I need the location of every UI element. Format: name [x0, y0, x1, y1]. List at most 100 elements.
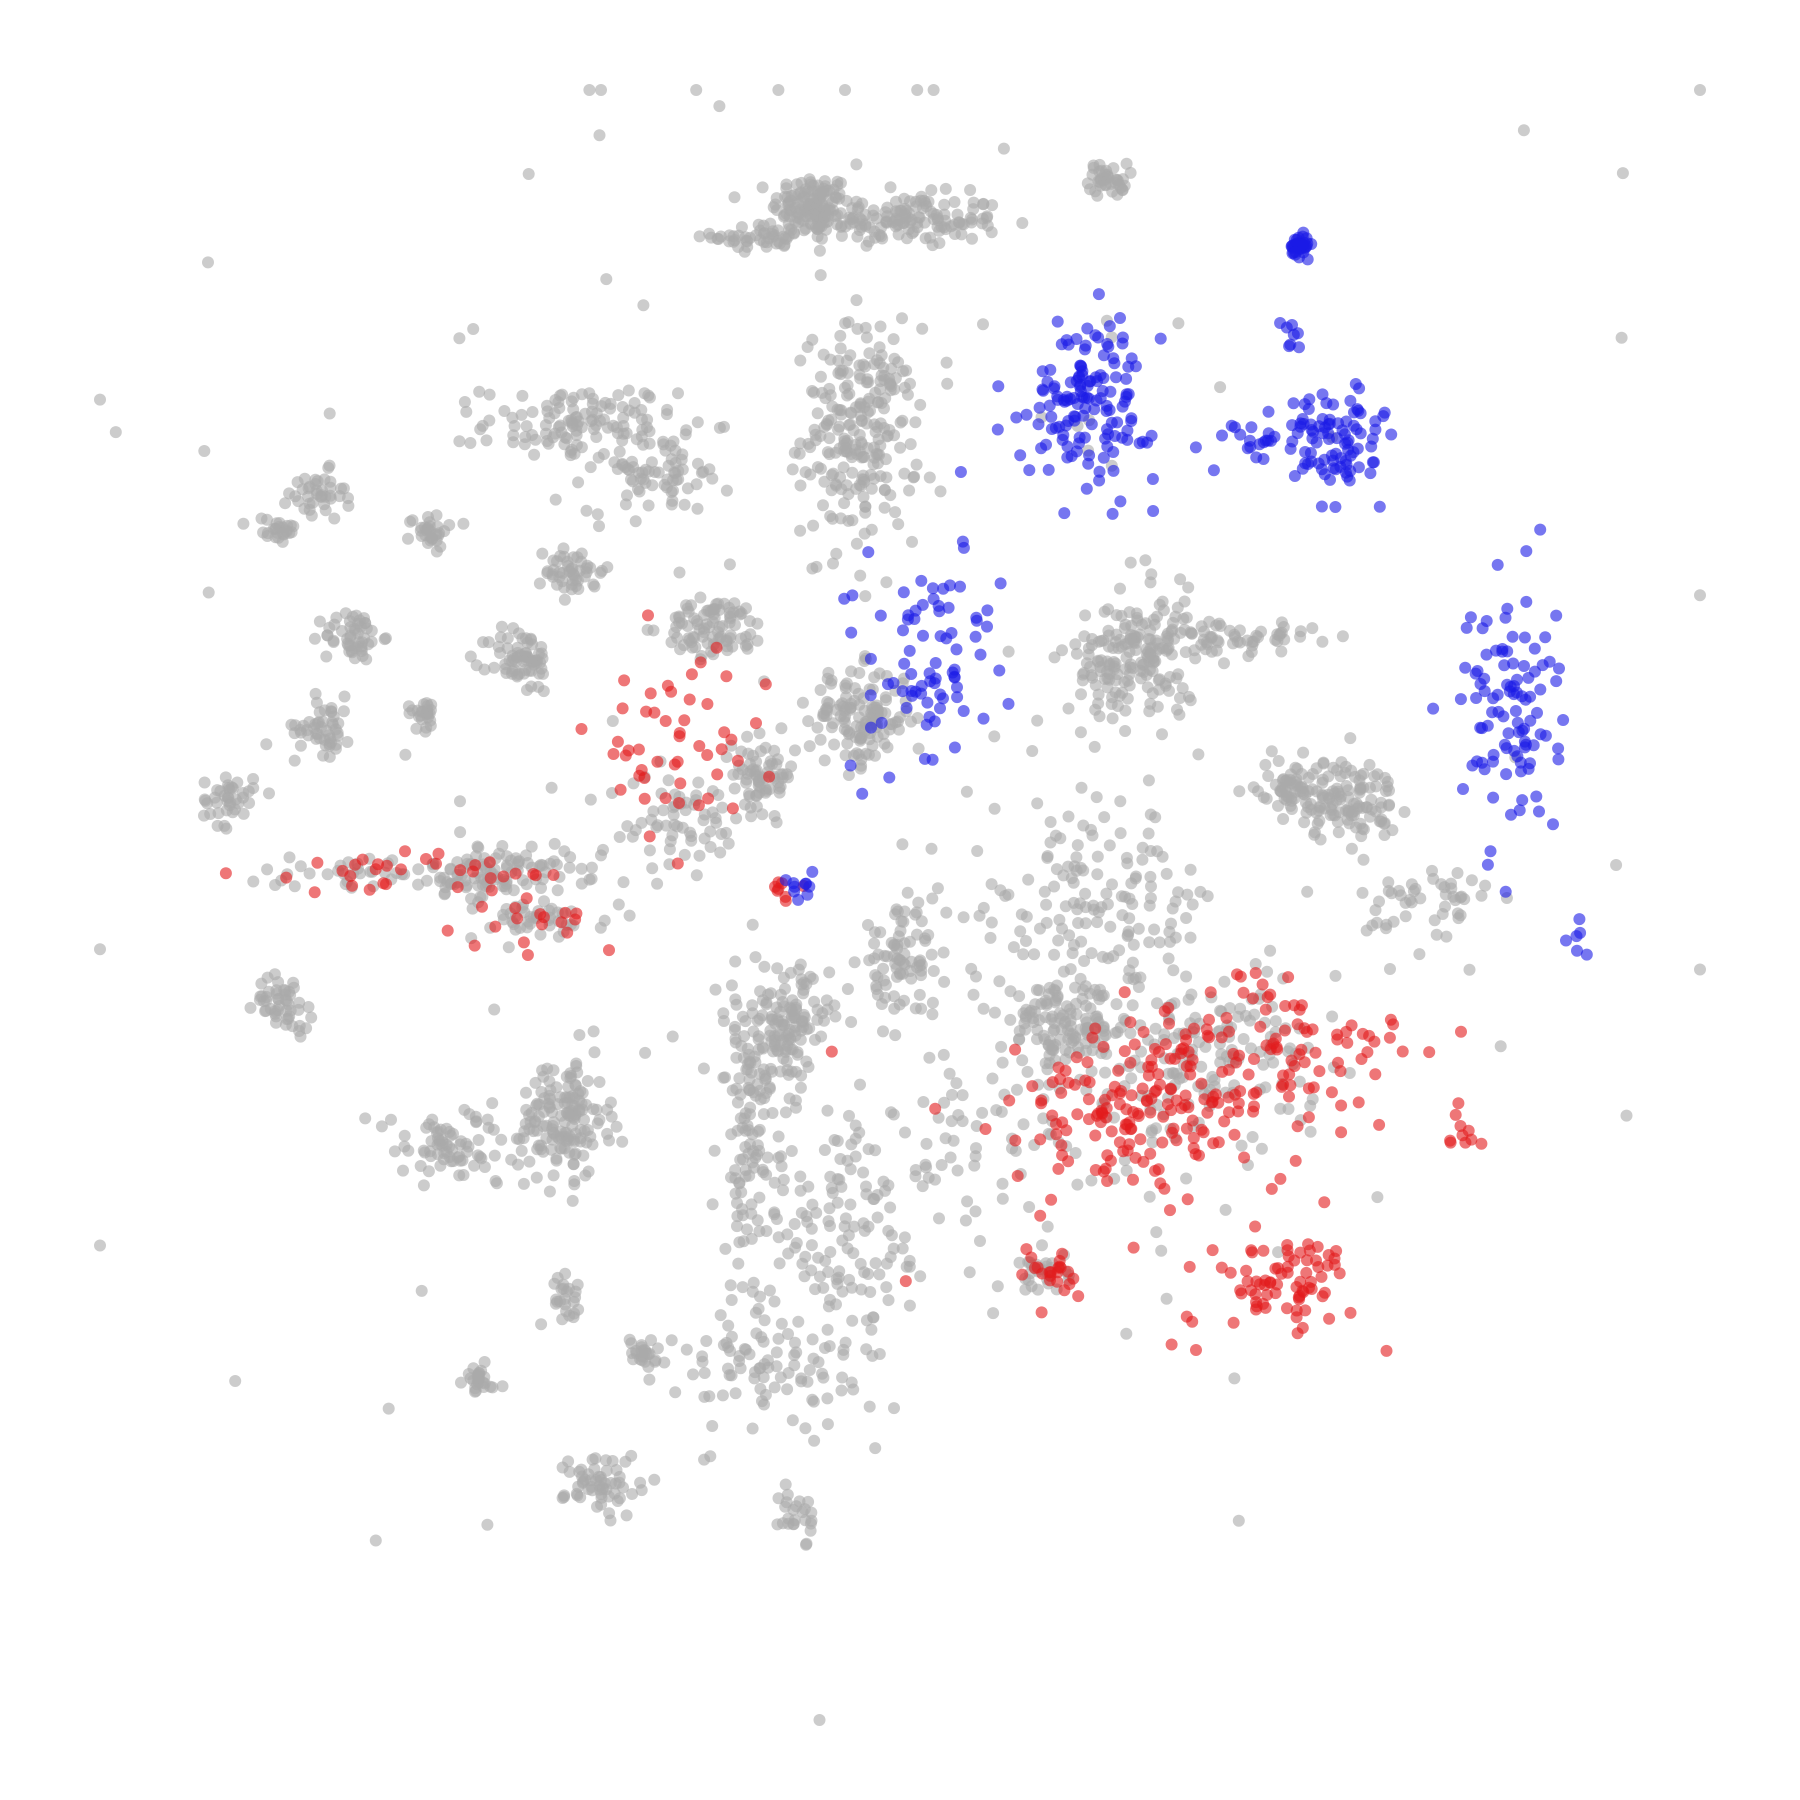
data-point-gray [888, 990, 900, 1003]
data-point-gray [745, 1232, 758, 1245]
data-point-gray [804, 176, 817, 189]
data-point-gray [811, 407, 824, 420]
data-point-gray [896, 838, 909, 851]
data-point-gray [1091, 916, 1104, 929]
data-point-red [1275, 1267, 1288, 1280]
data-point-gray [1249, 958, 1262, 970]
data-point-gray [1166, 616, 1179, 629]
data-point-blue [1094, 392, 1107, 405]
data-point-gray [325, 705, 338, 718]
data-point-gray [753, 727, 766, 740]
data-point-blue [942, 601, 955, 614]
data-point-gray [754, 224, 767, 237]
data-point-blue [1498, 738, 1511, 751]
data-point-gray [817, 1371, 830, 1384]
data-point-red [1299, 1304, 1312, 1317]
data-point-gray [402, 532, 414, 545]
data-point-gray [313, 706, 326, 719]
data-point-gray [1293, 1075, 1306, 1088]
data-point-gray [1353, 800, 1365, 813]
data-point-gray [1404, 893, 1416, 906]
data-point-gray [622, 384, 635, 397]
data-point-gray [566, 562, 579, 575]
data-point-red [1223, 1106, 1235, 1119]
data-point-blue [1093, 465, 1106, 478]
data-point-gray [292, 1003, 305, 1016]
data-point-red [979, 1123, 992, 1135]
data-point-gray [1385, 887, 1398, 900]
data-point-gray [728, 782, 741, 795]
data-point-gray [1091, 868, 1104, 881]
data-point-gray [673, 616, 686, 629]
data-point-red [1003, 1094, 1016, 1107]
data-point-blue [864, 689, 877, 702]
data-point-gray [661, 403, 674, 416]
data-point-gray [541, 1062, 554, 1075]
data-point-gray [743, 1073, 756, 1086]
data-point-gray [641, 623, 654, 636]
data-point-red [308, 886, 321, 899]
data-point-blue [1531, 706, 1543, 719]
data-point-gray [718, 597, 731, 610]
data-point-gray [575, 421, 588, 434]
data-point-gray [388, 1145, 401, 1158]
data-point-blue [946, 666, 959, 679]
data-point-gray [823, 432, 836, 445]
data-point-red [1282, 1250, 1295, 1263]
data-point-gray [729, 1387, 742, 1400]
data-point-gray [453, 332, 466, 345]
data-point-gray [845, 407, 858, 420]
data-point-gray [1295, 768, 1308, 780]
data-point-gray [663, 843, 676, 856]
data-point-gray [486, 1097, 499, 1110]
data-point-red [399, 845, 411, 858]
data-point-gray [863, 1400, 876, 1413]
data-point-red [1165, 1104, 1177, 1117]
data-point-red [1165, 1338, 1178, 1351]
data-point-red [1269, 1287, 1282, 1300]
data-point-gray [794, 958, 807, 971]
data-point-gray [722, 837, 735, 850]
data-point-red [476, 900, 488, 913]
data-point-gray [1170, 1067, 1183, 1080]
data-point-gray [1438, 881, 1451, 894]
data-point-gray [781, 1488, 794, 1501]
data-point-gray [558, 1489, 571, 1502]
data-point-blue [1487, 791, 1500, 804]
data-point-blue [1074, 359, 1087, 372]
data-point-gray [808, 1434, 821, 1447]
data-point-gray [804, 468, 817, 481]
data-point-red [929, 1102, 942, 1115]
data-point-gray [1184, 626, 1197, 639]
data-point-blue [1499, 611, 1512, 624]
data-point-gray [830, 479, 843, 492]
data-point-red [1144, 1147, 1157, 1160]
data-point-gray [798, 1011, 811, 1024]
data-point-gray [1040, 898, 1053, 911]
data-point-red [702, 792, 715, 805]
data-point-gray [583, 873, 596, 886]
data-point-gray [674, 643, 687, 656]
data-point-gray [1261, 965, 1274, 978]
data-point-blue [1051, 315, 1064, 328]
data-point-gray [935, 1159, 948, 1171]
data-point-red [1179, 1089, 1192, 1102]
data-point-blue [1002, 697, 1015, 710]
data-point-gray [1051, 991, 1064, 1004]
data-point-gray [1368, 770, 1381, 783]
data-point-gray [811, 721, 824, 734]
data-point-gray [1180, 611, 1193, 624]
data-point-gray [1074, 726, 1087, 739]
data-point-gray [574, 1135, 587, 1148]
data-point-red [614, 783, 627, 796]
data-point-gray [799, 1422, 812, 1435]
data-point-red [1452, 1097, 1465, 1110]
data-point-gray [854, 1078, 866, 1091]
data-point-red [1206, 1244, 1219, 1257]
data-point-gray [1106, 878, 1118, 891]
data-point-gray [880, 1281, 893, 1294]
data-point-gray [775, 1317, 788, 1330]
data-point-gray [294, 1030, 307, 1043]
data-point-gray [1326, 1010, 1339, 1023]
data-point-red [344, 870, 357, 882]
